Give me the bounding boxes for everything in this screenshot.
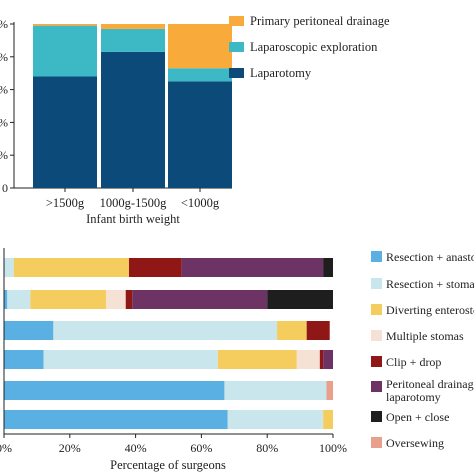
x-tick-label: 1000g-1500g [100, 196, 167, 210]
bar-segment [101, 28, 165, 52]
legend-swatch [371, 251, 382, 262]
bar-segment [217, 350, 297, 369]
legend-label-line-2: laparotomy [386, 390, 441, 404]
bar-segment [181, 258, 324, 277]
bar-segment [4, 321, 54, 340]
x-tick-label: 40% [125, 441, 147, 455]
birth-weight-stacked-bar-chart: 0 0% 0% 0% 0% 0% >1500g 1000g-1500g <1000gInfant… [0, 14, 390, 226]
bar-segment [168, 81, 232, 188]
bar-segment [101, 24, 165, 29]
legend-label-line-1: Peritoneal drainage [386, 377, 474, 391]
y-tick-label: 0% [0, 50, 8, 64]
legend-label: Resection + stoma [386, 277, 474, 291]
legend-label: Diverting enterosto [386, 303, 474, 317]
bar-segment [105, 290, 126, 309]
legend-label: Multiple stomas [386, 329, 464, 343]
bar-segment [33, 25, 97, 77]
bar-segment [277, 321, 307, 340]
x-axis-label: Infant birth weight [86, 212, 180, 226]
legend-swatch [371, 356, 382, 367]
legend-swatch [229, 68, 244, 78]
bar-segment [101, 51, 165, 188]
y-tick-label: 0% [0, 115, 8, 129]
legend-swatch [371, 304, 382, 315]
legend-label: Open + close [386, 410, 449, 424]
x-tick-label: 80% [256, 441, 278, 455]
bar-segment [4, 258, 14, 277]
bar-segment [4, 290, 8, 309]
bar-segment [13, 258, 130, 277]
legend-label: Primary peritoneal drainage [250, 14, 390, 28]
legend-swatch [371, 411, 382, 422]
bar-segment [33, 76, 97, 188]
legend-swatch [371, 381, 382, 392]
legend-label: Laparoscopic exploration [250, 40, 378, 54]
bar-segment [132, 290, 268, 309]
bar-segment [4, 381, 225, 400]
x-axis-label: Percentage of surgeons [110, 458, 226, 472]
y-tick-label: 0% [0, 17, 8, 31]
bar-segment [224, 381, 327, 400]
bar-segment [129, 258, 182, 277]
bar-segment [168, 24, 232, 69]
bar-segment [319, 350, 324, 369]
bar-segment [267, 290, 333, 309]
bar-segment [227, 410, 324, 429]
legend-label: Resection + anastom [386, 250, 474, 264]
bar-segment [326, 381, 333, 400]
bar-segment [323, 410, 333, 429]
bar-segment [43, 350, 218, 369]
bar-segment [296, 350, 320, 369]
x-tick-label: >1500g [46, 196, 85, 210]
bar-segment [4, 350, 44, 369]
legend-label: Clip + drop [386, 355, 441, 369]
x-tick-label: 0% [0, 441, 12, 455]
y-tick-label: 0% [0, 148, 8, 162]
bar-segment [168, 68, 232, 82]
bar-segment [125, 290, 133, 309]
bar-segment [53, 321, 278, 340]
y-tick-label: 0 [2, 181, 8, 195]
bar-segment [323, 258, 333, 277]
x-tick-label: 100% [319, 441, 347, 455]
y-tick-label: 0% [0, 83, 8, 97]
bar-segment [306, 321, 330, 340]
legend-swatch [371, 437, 382, 448]
bar-segment [33, 24, 97, 26]
bar-segment [323, 350, 333, 369]
x-tick-label: <1000g [181, 196, 220, 210]
legend-label: Oversewing [386, 436, 444, 450]
legend-swatch [371, 330, 382, 341]
legend-swatch [371, 278, 382, 289]
legend-swatch [229, 42, 244, 52]
x-tick-label: 20% [59, 441, 81, 455]
bar-segment [7, 290, 31, 309]
surgeon-procedure-stacked-bar-chart: 0% 20% 40% 60% 80% 100% Percentage of surgeons… [0, 248, 474, 472]
legend-swatch [229, 16, 244, 26]
bar-segment [30, 290, 106, 309]
legend-label: Laparotomy [250, 66, 312, 80]
bar-segment [4, 410, 228, 429]
x-tick-label: 60% [190, 441, 212, 455]
